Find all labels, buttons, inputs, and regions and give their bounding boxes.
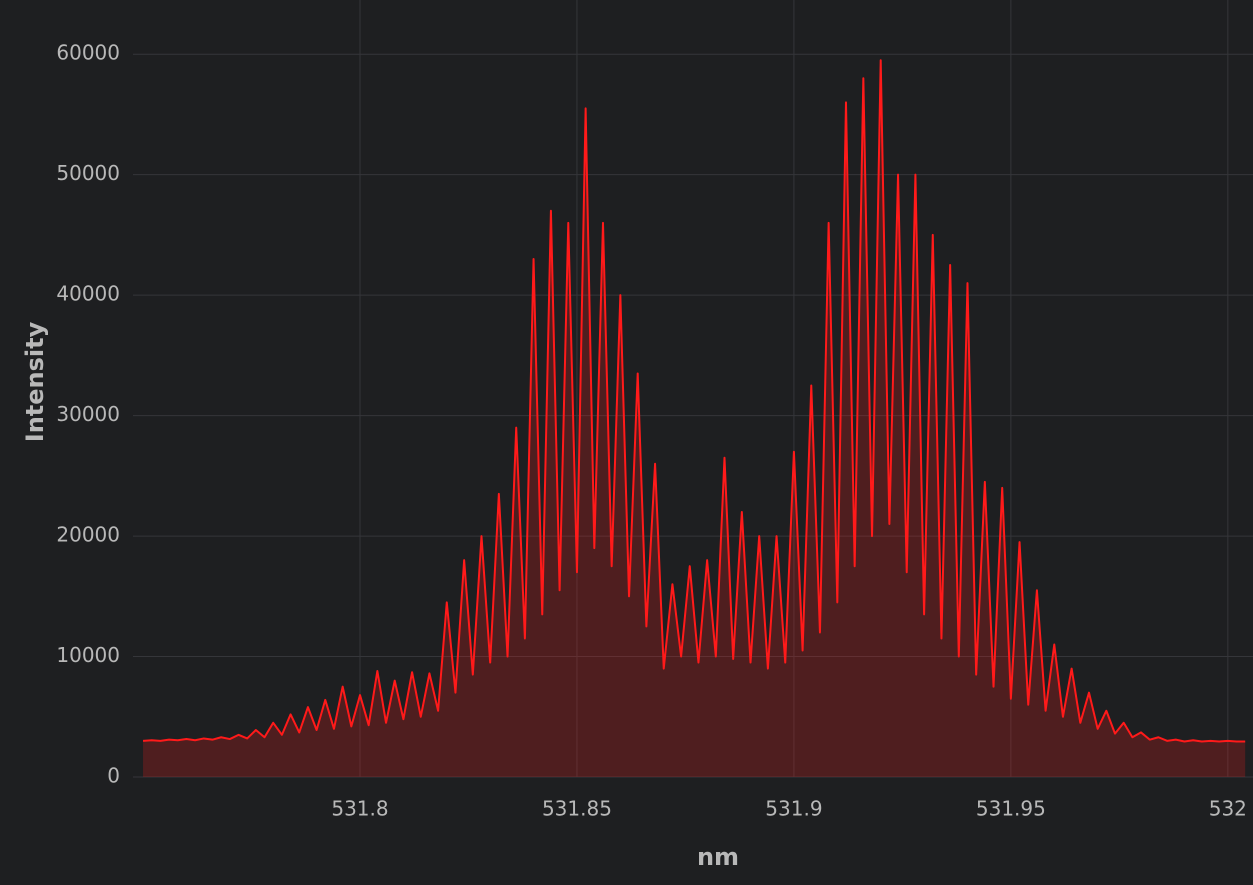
y-tick-label: 20000 (56, 523, 120, 547)
x-tick-label: 531.85 (542, 797, 612, 821)
line (142, 59, 1246, 743)
y-tick-label: 10000 (56, 643, 120, 667)
y-tick-label: 50000 (56, 161, 120, 185)
area-fill (143, 60, 1246, 778)
y-tick-label: 30000 (56, 402, 120, 426)
y-tick-label: 0 (107, 764, 120, 788)
y-tick-label: 40000 (56, 282, 120, 306)
x-tick-label: 531.9 (765, 797, 822, 821)
x-tick-label: 532 (1209, 797, 1247, 821)
y-tick-label: 60000 (56, 41, 120, 65)
x-tick-label: 531.8 (331, 797, 388, 821)
x-tick-label: 531.95 (976, 797, 1046, 821)
x-axis-title: nm (697, 843, 739, 871)
y-axis-title: Intensity (21, 321, 49, 442)
